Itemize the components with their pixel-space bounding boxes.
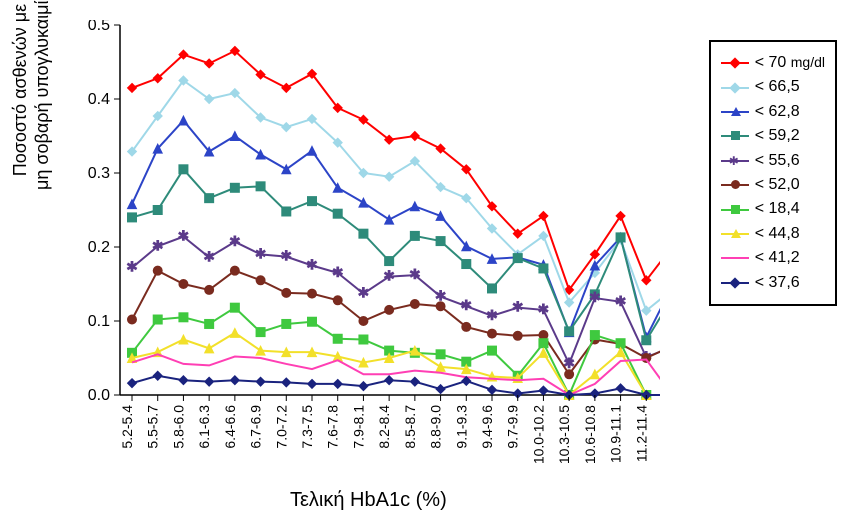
svg-text:7.0-7.2: 7.0-7.2 [273, 405, 289, 449]
legend: < 70 mg/dl< 66,5 < 62,8< 59,2 ✱< 55,6< 52,… [709, 40, 837, 306]
svg-text:5.5-5.7: 5.5-5.7 [145, 405, 161, 449]
svg-text:5.2-5.4: 5.2-5.4 [119, 405, 135, 449]
legend-item: < 52,0 [721, 174, 825, 196]
legend-item: < 66,5 [721, 76, 825, 98]
svg-text:5.8-6.0: 5.8-6.0 [170, 405, 186, 449]
svg-text:6.7-6.9: 6.7-6.9 [248, 405, 264, 449]
legend-item: < 44,8 [721, 223, 825, 245]
legend-label: < 37,6 [755, 272, 800, 294]
svg-text:9.4-9.6: 9.4-9.6 [479, 405, 495, 449]
svg-text:0.5: 0.5 [88, 20, 110, 34]
svg-text:✱: ✱ [126, 259, 138, 275]
svg-text:✱: ✱ [460, 297, 472, 313]
svg-text:✱: ✱ [229, 233, 241, 249]
svg-text:✱: ✱ [409, 266, 421, 282]
svg-text:0.3: 0.3 [88, 165, 110, 182]
svg-text:✱: ✱ [435, 288, 447, 304]
legend-item: < 41,2 [721, 247, 825, 269]
svg-text:✱: ✱ [332, 264, 344, 280]
legend-item: < 18,4 [721, 198, 825, 220]
legend-label: < 66,5 [755, 76, 800, 98]
svg-text:9.7-9.9: 9.7-9.9 [505, 405, 521, 449]
legend-item: < 37,6 [721, 272, 825, 294]
svg-text:8.8-9.0: 8.8-9.0 [428, 405, 444, 449]
svg-text:✱: ✱ [358, 285, 370, 301]
chart-container: Ποσοστό ασθενών με μη σοβαρή υπογλυκαιμί… [10, 10, 837, 512]
svg-text:✱: ✱ [512, 299, 524, 315]
svg-text:✱: ✱ [589, 289, 601, 305]
legend-label: < 70 mg/dl [755, 52, 825, 74]
y-axis-label: Ποσοστό ασθενών με μη σοβαρή υπογλυκαιμί… [10, 0, 53, 190]
svg-text:✱: ✱ [280, 248, 292, 264]
legend-label: < 55,6 [755, 150, 800, 172]
svg-text:7.9-8.1: 7.9-8.1 [350, 405, 366, 449]
svg-text:6.4-6.6: 6.4-6.6 [222, 405, 238, 449]
svg-text:✱: ✱ [203, 248, 215, 264]
svg-text:✱: ✱ [615, 293, 627, 309]
svg-text:10.6-10.8: 10.6-10.8 [582, 405, 598, 464]
legend-label: < 59,2 [755, 125, 800, 147]
svg-text:11.2-11.4: 11.2-11.4 [633, 405, 649, 462]
svg-text:0.2: 0.2 [88, 239, 110, 256]
svg-text:7.3-7.5: 7.3-7.5 [299, 405, 315, 449]
svg-text:8.2-8.4: 8.2-8.4 [376, 405, 392, 449]
svg-text:✱: ✱ [538, 301, 550, 317]
svg-text:9.1-9.3: 9.1-9.3 [453, 405, 469, 449]
svg-text:✱: ✱ [306, 257, 318, 273]
svg-text:10.3-10.5: 10.3-10.5 [556, 405, 572, 464]
svg-text:8.5-8.7: 8.5-8.7 [402, 405, 418, 449]
svg-text:7.6-7.8: 7.6-7.8 [325, 405, 341, 449]
svg-text:6.1-6.3: 6.1-6.3 [196, 405, 212, 449]
legend-item: < 70 mg/dl [721, 52, 825, 74]
legend-label: < 18,4 [755, 198, 800, 220]
svg-text:0.4: 0.4 [88, 91, 110, 108]
legend-label: < 52,0 [755, 174, 800, 196]
svg-text:10.9-11.1: 10.9-11.1 [608, 405, 624, 463]
legend-item: ✱< 55,6 [721, 150, 825, 172]
legend-label: < 41,2 [755, 247, 800, 269]
chart-plot: 0.00.10.20.30.40.5 ✱✱✱✱✱✱✱✱✱✱✱✱✱✱✱✱✱✱✱✱✱… [80, 20, 660, 480]
legend-item: < 59,2 [721, 125, 825, 147]
svg-text:✱: ✱ [383, 268, 395, 284]
svg-text:✱: ✱ [486, 307, 498, 323]
x-axis-label: Τελική HbA1c (%) [290, 489, 447, 512]
svg-text:✱: ✱ [152, 237, 164, 253]
legend-item: < 62,8 [721, 101, 825, 123]
svg-text:✱: ✱ [255, 245, 267, 261]
svg-text:✱: ✱ [178, 228, 190, 244]
svg-text:10.0-10.2: 10.0-10.2 [530, 405, 546, 464]
svg-text:11.5-11.7: 11.5-11.7 [659, 405, 660, 462]
legend-label: < 62,8 [755, 101, 800, 123]
svg-text:0.0: 0.0 [88, 387, 110, 404]
svg-text:0.1: 0.1 [88, 313, 110, 330]
legend-label: < 44,8 [755, 223, 800, 245]
